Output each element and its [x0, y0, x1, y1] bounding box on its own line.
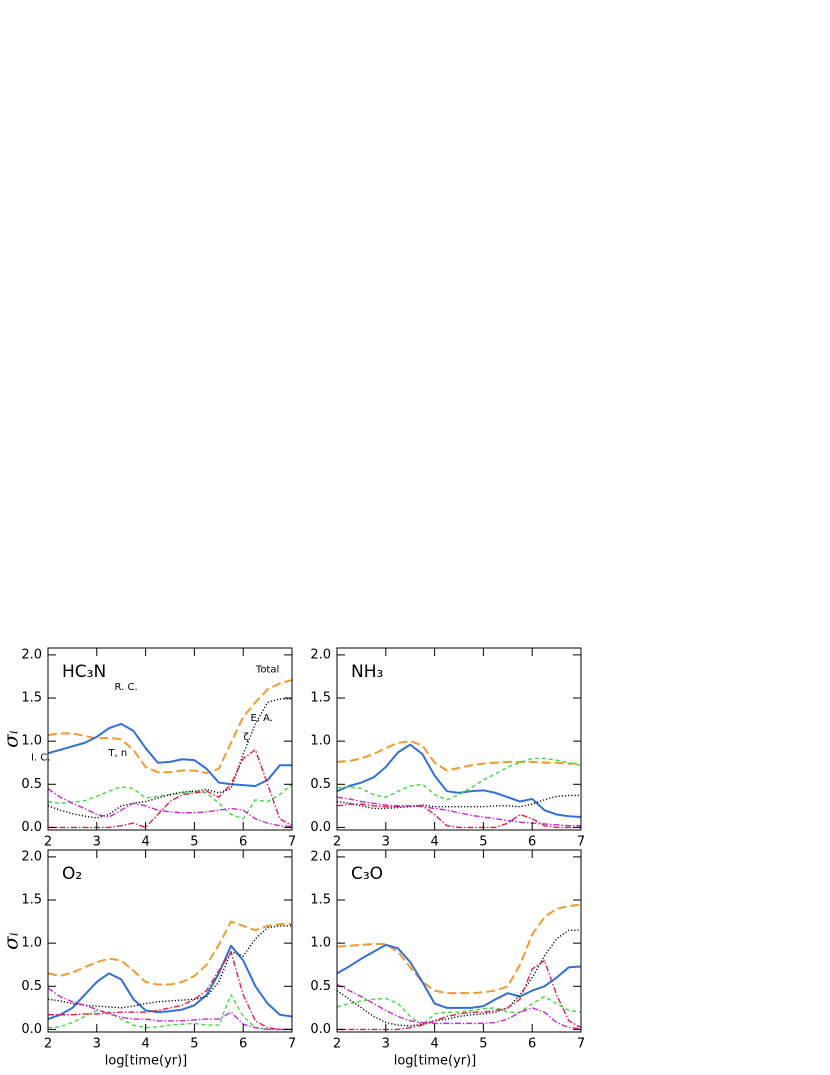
- plot-frame: [47, 647, 293, 831]
- x-tick-label: 5: [479, 1037, 487, 1052]
- series-line: [337, 903, 581, 995]
- y-tick-label: 0.5: [21, 777, 42, 792]
- series-line: [48, 944, 292, 1021]
- y-tick-label: 0.0: [21, 1022, 42, 1037]
- x-tick-label: 3: [93, 835, 101, 850]
- x-tick-label: 2: [44, 1037, 52, 1052]
- x-tick-label: 7: [288, 835, 296, 850]
- series-line: [337, 803, 581, 829]
- series-line: [48, 722, 292, 788]
- y-tick-label: 2.0: [310, 647, 331, 662]
- x-axis-label: log[time(yr)]: [105, 1054, 188, 1069]
- annotation: ζ: [243, 732, 248, 743]
- series-line: [48, 749, 292, 829]
- panel-title: O₂: [62, 864, 82, 884]
- series-line: [337, 983, 581, 1030]
- plot-frame: [336, 647, 582, 831]
- x-tick-label: 6: [239, 1037, 247, 1052]
- y-tick-label: 1.5: [21, 893, 42, 908]
- x-tick-label: 2: [333, 1037, 341, 1052]
- series-line: [48, 788, 292, 828]
- x-tick-label: 7: [577, 835, 585, 850]
- series-line: [48, 678, 292, 775]
- y-tick-label: 2.0: [310, 849, 331, 864]
- x-tick-label: 6: [239, 835, 247, 850]
- x-tick-label: 5: [190, 1037, 198, 1052]
- x-tick-label: 2: [44, 835, 52, 850]
- y-tick-label: 0.5: [310, 777, 331, 792]
- y-tick-label: 1.0: [310, 936, 331, 951]
- x-tick-label: 3: [382, 835, 390, 850]
- x-axis-label: log[time(yr)]: [394, 1054, 477, 1069]
- y-tick-label: 0.0: [310, 820, 331, 835]
- series-line: [48, 920, 292, 986]
- series-line: [337, 743, 581, 819]
- y-tick-label: 0.0: [21, 820, 42, 835]
- series-line: [337, 740, 581, 772]
- series-line: [48, 994, 292, 1031]
- y-axis-label: σᵢ: [0, 932, 23, 950]
- y-tick-label: 1.5: [310, 893, 331, 908]
- x-tick-label: 4: [430, 835, 438, 850]
- plot-frame: [47, 849, 293, 1033]
- series-line: [48, 951, 292, 1031]
- y-tick-label: 2.0: [21, 849, 42, 864]
- x-tick-label: 3: [382, 1037, 390, 1052]
- y-tick-label: 0.5: [310, 979, 331, 994]
- x-tick-label: 6: [528, 835, 536, 850]
- y-tick-label: 1.0: [21, 936, 42, 951]
- annotation: I. C.: [31, 753, 50, 764]
- series-line: [337, 943, 581, 1009]
- series-line: [48, 783, 292, 820]
- y-tick-label: 1.0: [310, 734, 331, 749]
- x-tick-label: 6: [528, 1037, 536, 1052]
- annotation: E. A.: [250, 713, 273, 724]
- panel-title: C₃O: [351, 864, 383, 884]
- y-axis-label: σᵢ: [0, 730, 23, 748]
- series-line: [337, 757, 581, 801]
- x-tick-label: 5: [479, 835, 487, 850]
- x-tick-label: 7: [288, 1037, 296, 1052]
- series-line: [337, 995, 581, 1026]
- series-line: [337, 796, 581, 827]
- x-tick-label: 3: [93, 1037, 101, 1052]
- x-tick-label: 4: [141, 835, 149, 850]
- panel-title: NH₃: [351, 662, 383, 682]
- annotation: T, n: [107, 748, 127, 759]
- y-tick-label: 1.5: [21, 691, 42, 706]
- plot-frame: [336, 849, 582, 1033]
- x-tick-label: 7: [577, 1037, 585, 1052]
- x-tick-label: 4: [430, 1037, 438, 1052]
- y-tick-label: 1.0: [21, 734, 42, 749]
- series-line: [337, 959, 581, 1031]
- panel-title: HC₃N: [62, 662, 106, 682]
- y-tick-label: 0.5: [21, 979, 42, 994]
- annotation: R. C.: [115, 682, 138, 693]
- series-line: [48, 987, 292, 1031]
- y-tick-label: 0.0: [310, 1022, 331, 1037]
- series-line: [337, 794, 581, 810]
- x-tick-label: 4: [141, 1037, 149, 1052]
- x-tick-label: 5: [190, 835, 198, 850]
- x-tick-label: 2: [333, 835, 341, 850]
- y-tick-label: 2.0: [21, 647, 42, 662]
- series-line: [48, 698, 292, 819]
- y-tick-label: 1.5: [310, 691, 331, 706]
- annotation: Total: [255, 665, 279, 676]
